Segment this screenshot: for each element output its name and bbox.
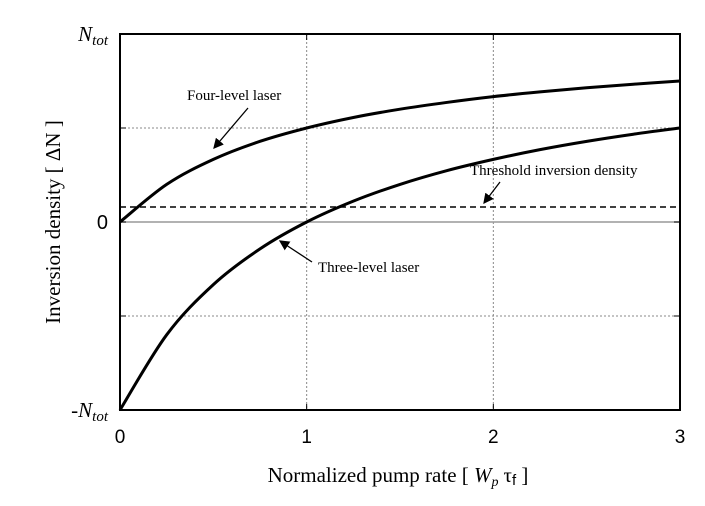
annotation-threshold: Threshold inversion density xyxy=(470,163,638,179)
x-tick-label: 2 xyxy=(488,427,499,448)
x-tick-label: 0 xyxy=(115,427,126,448)
arrow-four-level xyxy=(213,107,249,149)
annotation-three-level: Three-level laser xyxy=(318,260,419,276)
x-axis-label: Normalized pump rate [ Wp τf ] xyxy=(268,463,529,490)
series-three-level-line xyxy=(118,126,681,411)
series-four-level-line xyxy=(119,79,681,224)
x-tick-label: 3 xyxy=(675,427,686,448)
y-axis-label: Inversion density [ ΔN ] xyxy=(41,120,65,324)
arrow-three-level xyxy=(278,240,313,263)
y-tick-label: 0 xyxy=(97,212,108,234)
ticks xyxy=(120,34,680,410)
x-tick-label: 1 xyxy=(301,427,312,448)
annotation-four-level: Four-level laser xyxy=(187,88,281,104)
y-tick-label: Ntot xyxy=(77,22,109,49)
curves xyxy=(118,79,681,411)
y-tick-label: -Ntot xyxy=(71,398,109,425)
arrow-threshold xyxy=(483,181,501,205)
